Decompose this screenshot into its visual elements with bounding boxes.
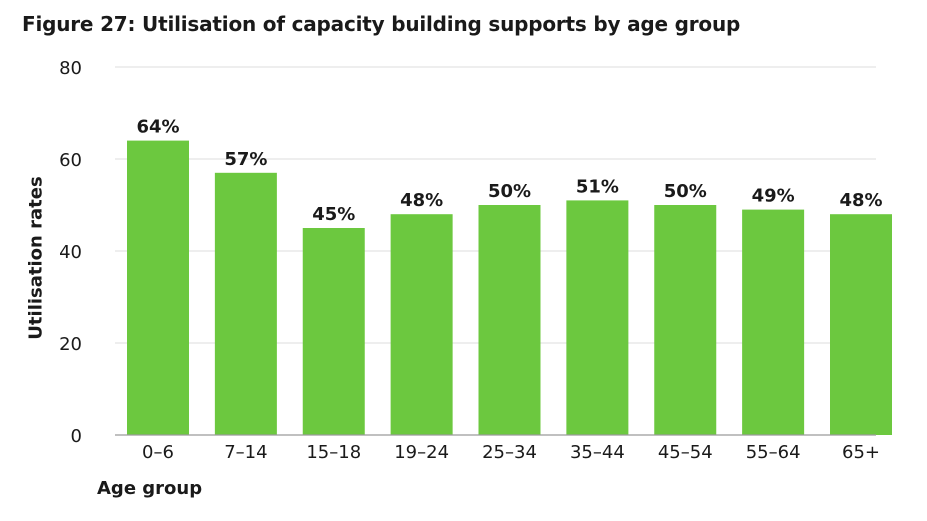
y-tick-label: 60 xyxy=(59,150,82,171)
data-label: 48% xyxy=(839,190,882,211)
bar-7 xyxy=(742,209,805,435)
y-tick-label: 0 xyxy=(71,426,82,447)
data-label: 49% xyxy=(752,186,795,207)
data-label: 45% xyxy=(312,204,355,225)
y-tick-label: 40 xyxy=(59,242,82,263)
data-labels: 64% 57% 45% 48% 50% 51% 50% 49% 48% xyxy=(136,117,882,225)
chart-title: Figure 27: Utilisation of capacity build… xyxy=(22,12,741,36)
x-tick-label: 0–6 xyxy=(142,442,174,463)
x-tick-label: 35–44 xyxy=(570,442,625,463)
data-label: 50% xyxy=(664,181,707,202)
y-tick-labels: 0 20 40 60 80 xyxy=(59,58,82,447)
x-tick-label: 65+ xyxy=(842,442,880,463)
bar-2 xyxy=(302,228,365,435)
data-label: 57% xyxy=(224,149,267,170)
bars xyxy=(127,140,892,436)
x-tick-label: 15–18 xyxy=(306,442,361,463)
x-tick-label: 7–14 xyxy=(224,442,267,463)
bar-1 xyxy=(214,172,277,436)
bar-3 xyxy=(390,214,453,435)
y-tick-label: 20 xyxy=(59,334,82,355)
data-label: 48% xyxy=(400,190,443,211)
x-axis-title: Age group xyxy=(97,478,203,499)
x-tick-label: 19–24 xyxy=(394,442,449,463)
bar-0 xyxy=(127,140,189,435)
bar-4 xyxy=(478,205,541,435)
x-tick-labels: 0–6 7–14 15–18 19–24 25–34 35–44 45–54 55–64 65+ xyxy=(142,442,880,463)
bar-8 xyxy=(830,214,892,435)
data-label: 51% xyxy=(576,176,619,197)
x-tick-label: 55–64 xyxy=(746,442,801,463)
bar-6 xyxy=(654,205,717,435)
data-label: 64% xyxy=(136,117,179,138)
y-tick-label: 80 xyxy=(59,58,82,79)
bar-5 xyxy=(566,200,629,435)
x-tick-label: 25–34 xyxy=(482,442,537,463)
data-label: 50% xyxy=(488,181,531,202)
x-tick-label: 45–54 xyxy=(658,442,713,463)
